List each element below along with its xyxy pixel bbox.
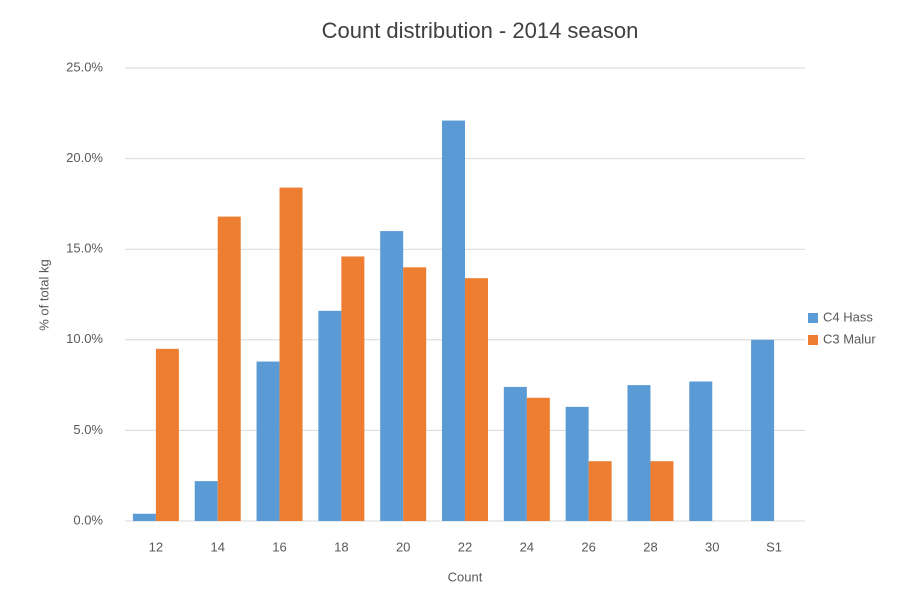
legend-label: C4 Hass: [823, 309, 873, 324]
bar: [380, 231, 404, 521]
bar: [751, 339, 775, 521]
x-tick-label: 20: [396, 539, 410, 554]
legend-swatch: [808, 335, 818, 345]
x-tick-label: 30: [705, 539, 719, 554]
bar: [194, 481, 218, 521]
x-tick-label: 18: [334, 539, 348, 554]
bar: [155, 348, 179, 521]
bar: [217, 216, 241, 522]
x-tick-label: 12: [149, 539, 163, 554]
legend-swatch: [808, 313, 818, 323]
x-tick-label: 22: [458, 539, 472, 554]
y-axis-label: % of total kg: [36, 259, 51, 331]
bar: [650, 461, 674, 521]
x-tick-label: S1: [766, 539, 782, 554]
y-tick-label: 5.0%: [73, 422, 103, 437]
x-tick-label: 24: [520, 539, 534, 554]
bar: [588, 461, 612, 521]
bar: [689, 381, 713, 521]
y-tick-label: 0.0%: [73, 512, 103, 527]
y-tick-label: 10.0%: [66, 331, 103, 346]
x-axis-label: Count: [448, 569, 483, 584]
bar: [465, 278, 488, 521]
x-tick-label: 14: [210, 539, 224, 554]
bar: [442, 120, 465, 521]
bar: [565, 406, 589, 521]
x-tick-label: 16: [272, 539, 286, 554]
y-tick-label: 25.0%: [66, 59, 103, 74]
x-tick-label: 28: [643, 539, 657, 554]
legend-label: C3 Malur: [823, 331, 876, 346]
x-tick-label: 26: [581, 539, 595, 554]
chart-title: Count distribution - 2014 season: [322, 18, 639, 43]
bar: [279, 187, 303, 522]
bar: [503, 386, 527, 521]
bar: [526, 397, 550, 521]
bar: [627, 385, 651, 521]
bar: [318, 310, 342, 521]
bar: [403, 267, 427, 521]
bar: [132, 513, 156, 521]
y-tick-label: 20.0%: [66, 150, 103, 165]
bar: [256, 361, 280, 521]
y-tick-label: 15.0%: [66, 241, 103, 256]
bar: [341, 256, 365, 521]
